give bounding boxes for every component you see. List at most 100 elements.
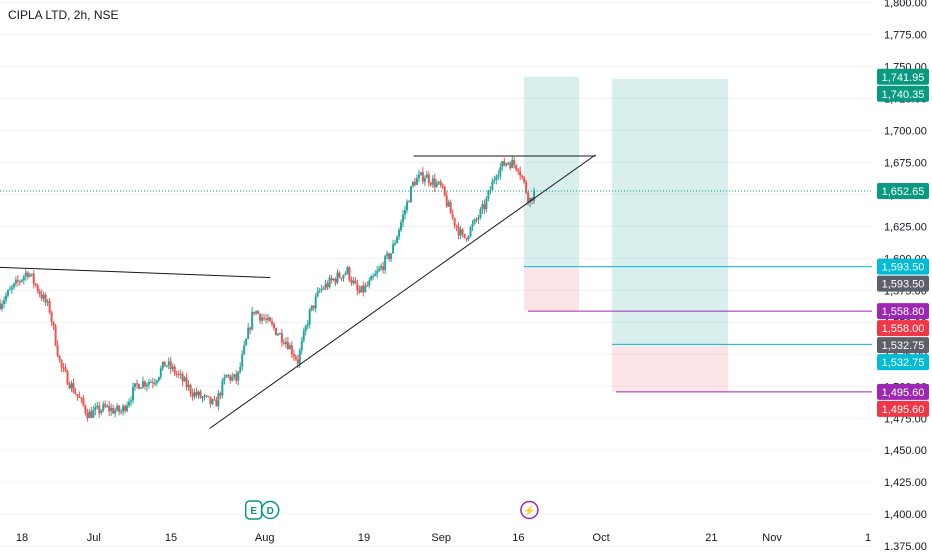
candle-up (245, 338, 248, 346)
candle-up (402, 214, 405, 223)
candle-down (215, 399, 218, 407)
candle-up (243, 345, 246, 355)
candle-down (265, 319, 268, 321)
trendline[interactable] (0, 266, 271, 279)
candle-up (122, 405, 125, 412)
candle-up (155, 380, 158, 384)
candle-down (143, 381, 146, 387)
candle-up (106, 405, 109, 407)
candle-up (251, 311, 254, 330)
candle-down (104, 404, 107, 407)
candle-up (479, 209, 482, 218)
candle-down (259, 313, 262, 321)
candle-down (274, 328, 277, 336)
candle-down (257, 311, 260, 314)
candle-up (237, 371, 240, 381)
candle-up (239, 366, 242, 372)
price-tag (877, 68, 929, 85)
x-tick-label: Aug (255, 532, 275, 544)
candle-down (76, 394, 79, 397)
candle-up (473, 219, 476, 224)
candle-down (519, 171, 522, 176)
candle-down (453, 217, 456, 226)
stop-zone[interactable] (523, 266, 580, 312)
candle-up (46, 301, 49, 303)
candle-up (233, 374, 236, 377)
event-label: ⚡ (523, 504, 535, 517)
candle-up (302, 331, 305, 341)
candle-down (269, 317, 272, 322)
candle-down (207, 396, 210, 398)
candle-up (30, 273, 33, 275)
candle-up (225, 375, 228, 378)
chart-title: CIPLA LTD, 2h, NSE (8, 8, 119, 22)
candle-up (203, 395, 206, 398)
candle-up (447, 202, 450, 207)
stop-zone[interactable] (612, 344, 728, 392)
candle-down (78, 396, 81, 398)
candle-down (40, 294, 43, 299)
candle-up (141, 381, 144, 388)
candle-down (56, 345, 59, 356)
dividend-icon[interactable] (260, 500, 280, 520)
candle-down (457, 226, 460, 236)
candle-down (513, 159, 516, 165)
candle-down (350, 279, 353, 283)
candle-up (477, 217, 480, 220)
candle-up (398, 229, 401, 237)
candle-up (320, 288, 323, 291)
price-tag (877, 85, 929, 102)
candle-down (213, 399, 216, 401)
trendline[interactable] (209, 154, 596, 429)
target-zone[interactable] (523, 76, 580, 267)
candle-up (364, 285, 367, 292)
candle-down (38, 291, 41, 295)
candle-up (171, 366, 174, 369)
candle-down (280, 333, 283, 343)
candle-down (58, 355, 61, 360)
candle-down (249, 327, 252, 330)
candle-down (312, 305, 315, 309)
x-tick-label: Oct (593, 532, 610, 544)
candle-up (425, 174, 428, 178)
candle-down (163, 361, 166, 367)
price-tag-label: 1,532.75 (882, 357, 925, 369)
candle-down (366, 285, 369, 287)
target-zone[interactable] (612, 78, 728, 345)
candle-down (451, 213, 454, 218)
candle-down (527, 192, 530, 203)
candle-down (439, 181, 442, 186)
candle-down (445, 195, 448, 207)
candle-up (384, 256, 387, 271)
split-icon[interactable] (520, 500, 539, 520)
candle-down (169, 361, 172, 369)
x-tick-label: Nov (762, 532, 782, 544)
y-tick-label: 1,700.00 (884, 125, 927, 137)
candle-up (223, 377, 226, 381)
candle-down (66, 370, 69, 385)
candle-up (261, 317, 264, 321)
candle-up (467, 236, 470, 240)
candle-down (290, 345, 293, 355)
candle-up (110, 407, 113, 412)
candle-down (282, 342, 285, 344)
candle-down (455, 225, 458, 227)
candle-up (511, 159, 514, 169)
candle-up (231, 376, 234, 381)
candle-up (201, 397, 204, 399)
candle-up (378, 268, 381, 271)
candle-up (217, 393, 220, 407)
candle-up (10, 287, 13, 290)
candle-up (126, 405, 129, 411)
candle-up (487, 190, 490, 199)
candle-up (501, 161, 504, 168)
price-tag (877, 337, 929, 354)
x-tick-label: 1 (865, 532, 871, 544)
candle-up (278, 333, 281, 335)
candle-up (306, 324, 309, 327)
candle-up (431, 178, 434, 185)
candle-up (88, 411, 91, 419)
price-tag-label: 1,495.60 (882, 387, 925, 399)
